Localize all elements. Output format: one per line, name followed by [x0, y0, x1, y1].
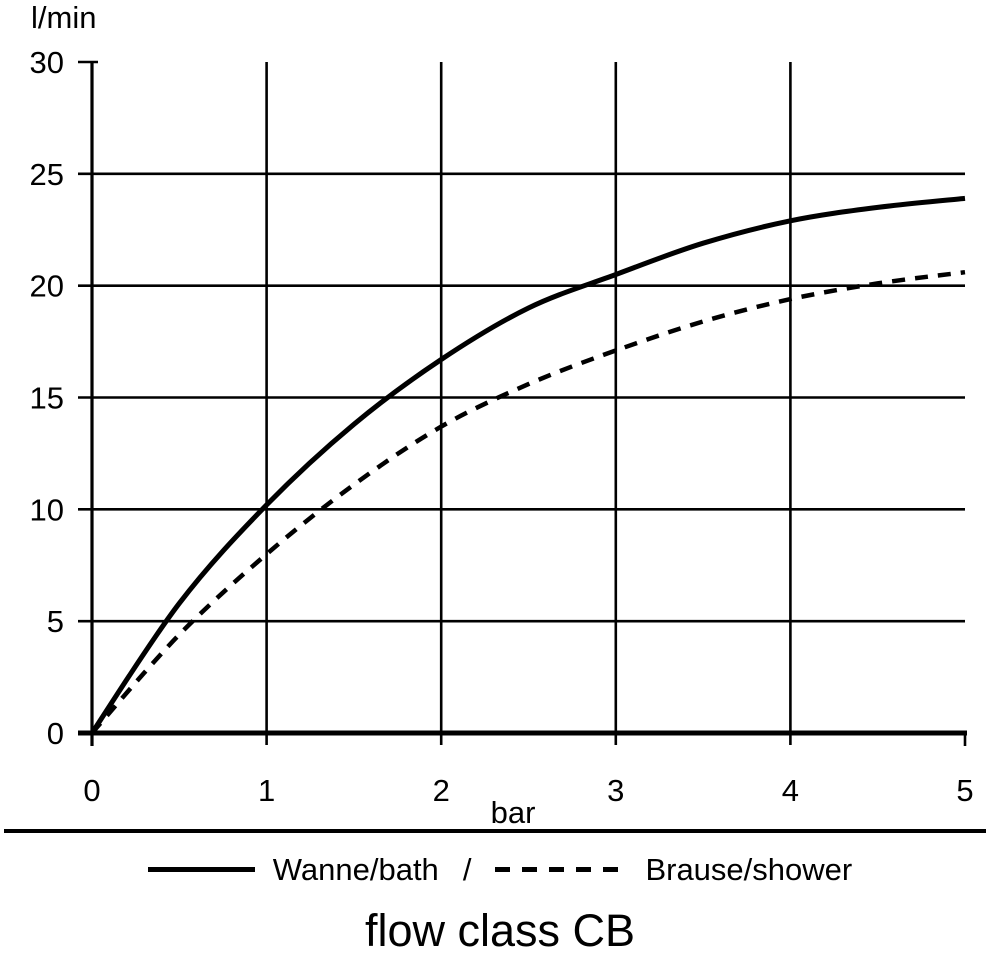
legend-separator-rule: [4, 829, 986, 833]
dashed-line-sample: [495, 866, 628, 872]
y-tick-label: 15: [30, 381, 64, 416]
y-tick-label: 0: [47, 716, 64, 751]
chart-legend: Wanne/bath / Brause/shower: [0, 844, 1000, 894]
flow-chart: 30 25 20 15 10 5 00 1 2 3 4 5 l/min bar: [30, 0, 974, 828]
chart-title: flow class CB: [364, 904, 636, 956]
x-tick-label: 3: [607, 773, 624, 808]
y-tick-label: 5: [47, 604, 64, 639]
legend-separator-slash: /: [462, 851, 472, 887]
y-axis-title: l/min: [31, 0, 96, 35]
x-tick-label: 4: [782, 773, 799, 808]
curve-shower: [90, 269, 966, 735]
x-tick-label: 5: [956, 773, 973, 808]
y-tick-label: 20: [30, 269, 64, 304]
x-tick-label: 1: [258, 773, 275, 808]
y-tick-label: 10: [30, 492, 64, 527]
y-tick-label: 25: [30, 157, 64, 192]
y-tick-label: 30: [30, 45, 64, 80]
curve-bath: [89, 195, 966, 735]
x-tick-label: 0: [83, 773, 100, 808]
legend-label-shower: Brause/shower: [645, 851, 853, 887]
legend-label-bath: Wanne/bath: [272, 851, 439, 887]
x-axis-title: bar: [491, 795, 536, 828]
solid-line-sample: [147, 866, 255, 872]
x-tick-label: 2: [433, 773, 450, 808]
